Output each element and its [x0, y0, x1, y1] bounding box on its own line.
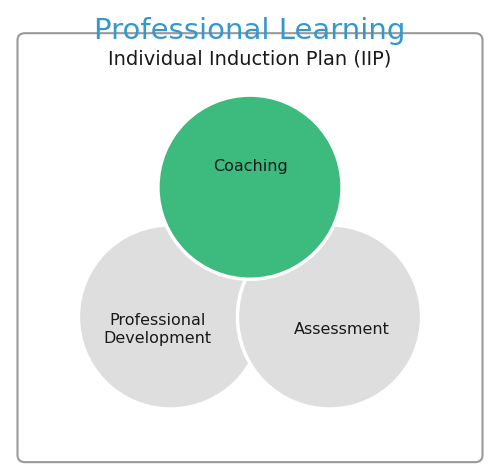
Circle shape: [78, 225, 262, 409]
Circle shape: [158, 95, 342, 279]
Text: Individual Induction Plan (IIP): Individual Induction Plan (IIP): [108, 50, 392, 69]
Text: Professional
Development: Professional Development: [104, 313, 212, 346]
Circle shape: [238, 225, 422, 409]
Text: Coaching: Coaching: [212, 159, 288, 174]
Text: Professional Learning: Professional Learning: [94, 17, 406, 45]
Text: Assessment: Assessment: [294, 322, 390, 337]
